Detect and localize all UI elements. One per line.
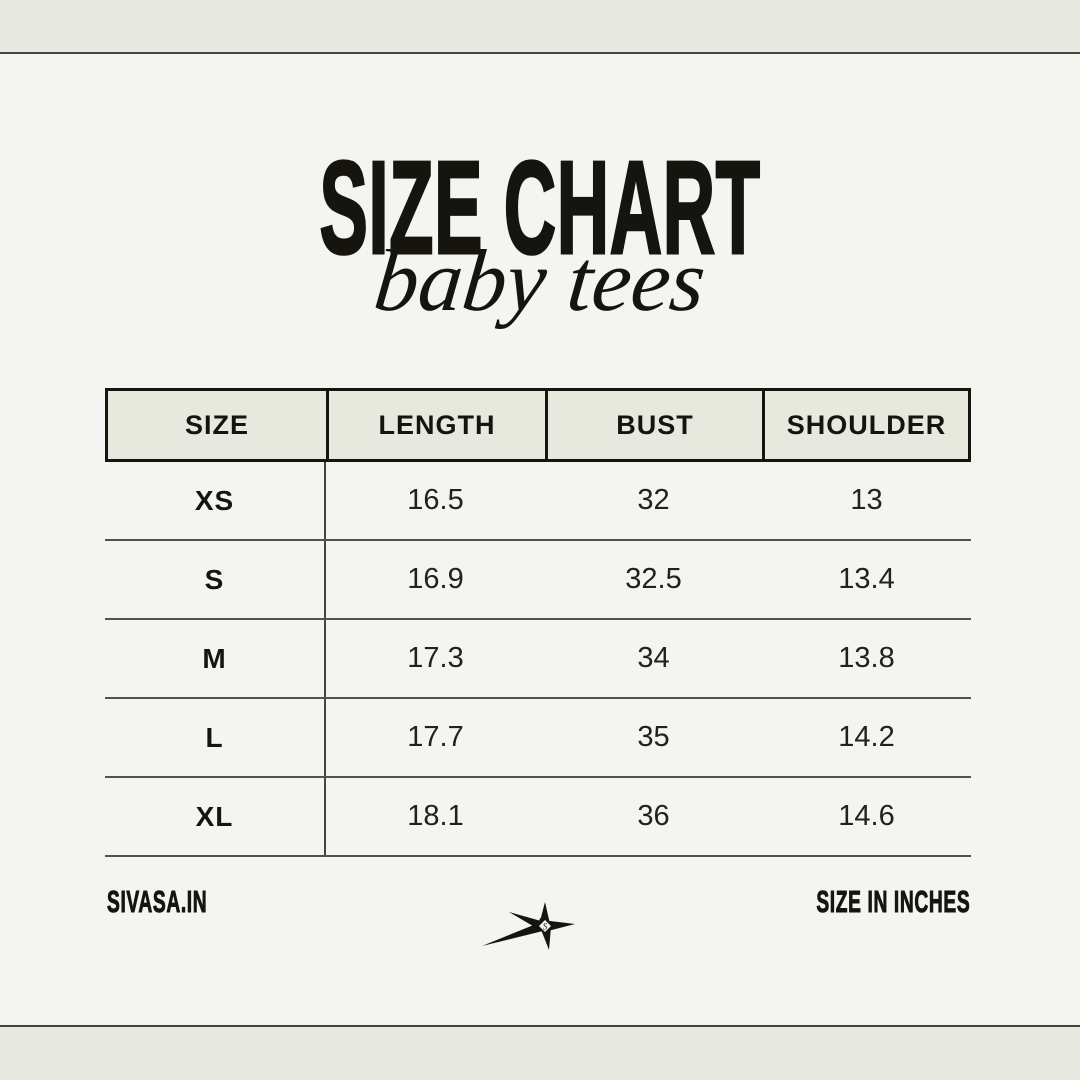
sparkle-star-icon: S xyxy=(482,902,575,950)
table-row: L 17.7 35 14.2 xyxy=(105,699,971,778)
table-cell: 34 xyxy=(637,642,670,674)
table-cell: 16.9 xyxy=(407,563,464,595)
column-header: SIZE xyxy=(108,391,329,459)
table-cell: 14.2 xyxy=(838,721,895,753)
size-label-cell: S xyxy=(105,541,326,618)
table-cell: 17.3 xyxy=(407,642,464,674)
size-label-cell: XS xyxy=(105,462,326,539)
svg-text:S: S xyxy=(543,922,548,932)
table-row: S 16.9 32.5 13.4 xyxy=(105,541,971,620)
table-cell: 16.5 xyxy=(407,484,464,516)
table-cell: 32.5 xyxy=(625,563,682,595)
table-cell: 13 xyxy=(850,484,883,516)
table-cell: 13.8 xyxy=(838,642,895,674)
page-title: SIZE CHART xyxy=(319,134,761,281)
table-body: XS 16.5 32 13 S 16.9 32.5 13.4 M 17.3 34 13.8 L 17.7 3… xyxy=(105,462,971,857)
subtitle-block: baby tees xyxy=(0,233,1080,330)
column-header: SHOULDER xyxy=(786,409,947,440)
table-row: XL 18.1 36 14.6 xyxy=(105,778,971,857)
size-label-cell: L xyxy=(105,699,326,776)
table-cell: 35 xyxy=(637,721,670,753)
bottom-band xyxy=(0,1025,1080,1080)
brand-text: SIVASA.IN xyxy=(107,884,208,919)
table-cell: 18.1 xyxy=(407,800,464,832)
table-cell: 14.6 xyxy=(838,800,895,832)
size-label-cell: M xyxy=(105,620,326,697)
title-block: SIZE CHART xyxy=(0,134,1080,281)
page-subtitle: baby tees xyxy=(370,233,711,330)
size-table: SIZE LENGTH BUST SHOULDER XS 16.5 32 13 S 16.9 32… xyxy=(105,388,971,857)
units-note-text: SIZE IN INCHES xyxy=(816,884,970,919)
table-cell: 17.7 xyxy=(407,721,464,753)
table-cell: 13.4 xyxy=(838,563,895,595)
table-cell: 36 xyxy=(637,800,670,832)
table-row: M 17.3 34 13.8 xyxy=(105,620,971,699)
column-header: LENGTH xyxy=(329,391,548,459)
table-row: XS 16.5 32 13 xyxy=(105,462,971,541)
size-label-cell: XL xyxy=(105,778,326,855)
table-header-row: SIZE LENGTH BUST SHOULDER xyxy=(105,388,971,462)
top-band xyxy=(0,0,1080,54)
table-cell: 32 xyxy=(637,484,670,516)
column-header: BUST xyxy=(548,391,765,459)
